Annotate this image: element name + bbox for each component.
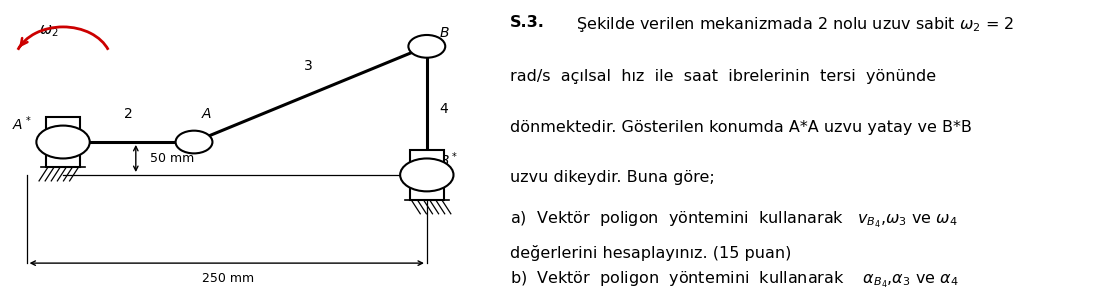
- Text: $\omega_2$: $\omega_2$: [39, 23, 58, 39]
- Text: 50 mm: 50 mm: [151, 152, 195, 165]
- Text: S.3.: S.3.: [511, 15, 545, 30]
- Text: 250 mm: 250 mm: [202, 272, 254, 285]
- Text: $A^*$: $A^*$: [12, 115, 31, 133]
- Text: $A$: $A$: [202, 107, 213, 121]
- Circle shape: [400, 158, 454, 191]
- Text: 4: 4: [439, 102, 448, 116]
- Text: Şekilde verilen mekanizmada 2 nolu uzuv sabit $\omega_2$ = 2: Şekilde verilen mekanizmada 2 nolu uzuv …: [576, 15, 1015, 34]
- Text: değerlerini hesaplayınız. (15 puan): değerlerini hesaplayınız. (15 puan): [511, 245, 792, 261]
- Text: a)  Vektör  poligon  yöntemini  kullanarak   $v_{B_4}$,$\omega_3$ ve $\omega_4$: a) Vektör poligon yöntemini kullanarak $…: [511, 209, 958, 230]
- Text: dönmektedir. Gösterilen konumda A*A uzvu yatay ve B*B: dönmektedir. Gösterilen konumda A*A uzvu…: [511, 120, 972, 135]
- Circle shape: [175, 131, 213, 153]
- Text: rad/s  açılsal  hız  ile  saat  ibrelerinin  tersi  yönünde: rad/s açılsal hız ile saat ibrelerinin t…: [511, 69, 937, 84]
- Text: b)  Vektör  poligon  yöntemini  kullanarak    $\alpha_{B_4}$,$\alpha_3$ ve $\alp: b) Vektör poligon yöntemini kullanarak $…: [511, 269, 959, 290]
- Bar: [410, 150, 444, 200]
- Circle shape: [408, 35, 445, 58]
- Text: 2: 2: [124, 107, 133, 121]
- Text: $B^*$: $B^*$: [439, 150, 458, 169]
- Text: uzvu dikeydir. Buna göre;: uzvu dikeydir. Buna göre;: [511, 170, 715, 185]
- Text: 3: 3: [303, 59, 312, 73]
- Bar: [46, 117, 80, 167]
- Text: $B$: $B$: [439, 26, 449, 40]
- Circle shape: [37, 126, 89, 158]
